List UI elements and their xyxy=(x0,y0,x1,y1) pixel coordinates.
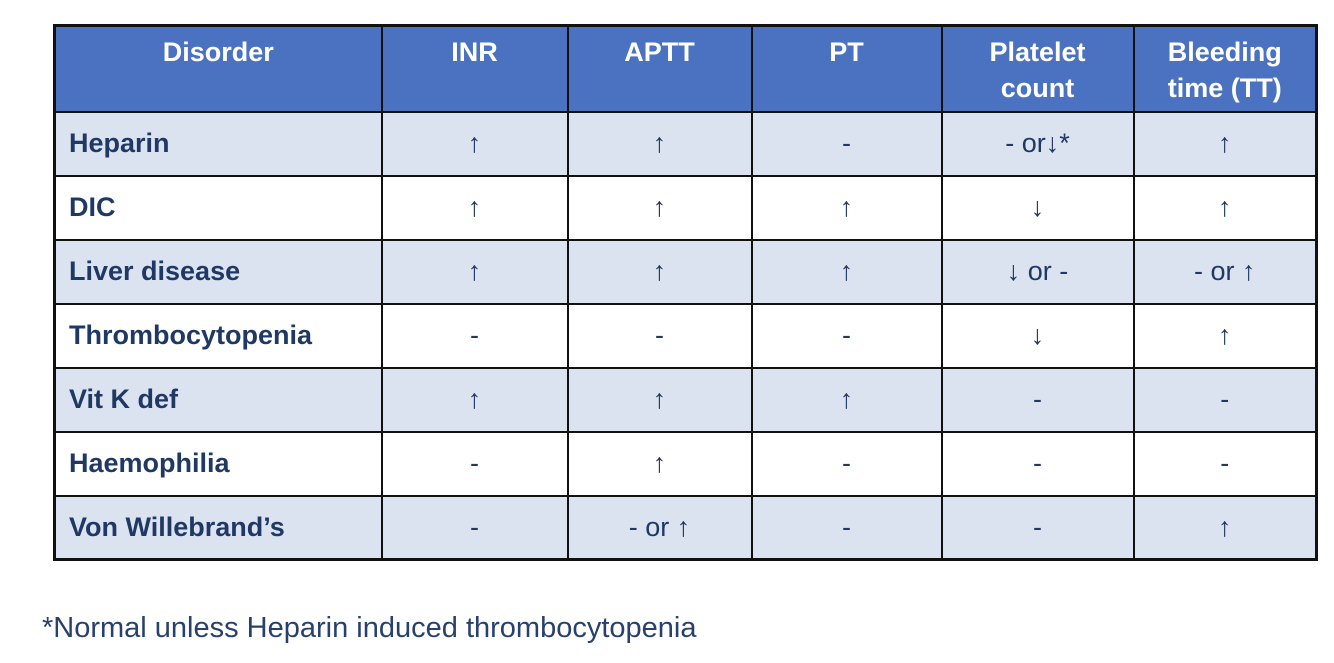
value-cell-aptt: ↑ xyxy=(566,110,753,177)
table-row-dic: DIC ↑ ↑ ↑ ↓ ↑ xyxy=(53,174,1318,241)
value-cell-aptt: ↑ xyxy=(566,430,753,497)
value-cell-bleeding-time: - xyxy=(1132,430,1318,497)
value-cell-platelet: - or↓* xyxy=(940,110,1135,177)
table-row-von-willebrands: Von Willebrand’s - - or ↑ - - ↑ xyxy=(53,494,1318,561)
value-cell-platelet: - xyxy=(940,366,1135,433)
header-row: Disorder INR APTT PT Platelet count Blee… xyxy=(53,24,1318,113)
footnote-text: *Normal unless Heparin induced thrombocy… xyxy=(42,612,697,644)
table-row-haemophilia: Haemophilia - ↑ - - - xyxy=(53,430,1318,497)
value-cell-pt: ↑ xyxy=(750,238,943,305)
value-cell-bleeding-time: ↑ xyxy=(1132,174,1318,241)
table-row-heparin: Heparin ↑ ↑ - - or↓* ↑ xyxy=(53,110,1318,177)
value-cell-inr: - xyxy=(380,302,569,369)
coagulation-disorders-table: Disorder INR APTT PT Platelet count Blee… xyxy=(53,24,1318,561)
value-cell-platelet: ↓ xyxy=(940,302,1135,369)
value-cell-inr: ↑ xyxy=(380,110,569,177)
disorder-cell: DIC xyxy=(53,174,383,241)
column-header-aptt: APTT xyxy=(566,24,753,113)
disorder-cell: Heparin xyxy=(53,110,383,177)
value-cell-aptt: - or ↑ xyxy=(566,494,753,561)
value-cell-pt: - xyxy=(750,110,943,177)
coagulation-table-container: Disorder INR APTT PT Platelet count Blee… xyxy=(53,24,1318,561)
disorder-cell: Liver disease xyxy=(53,238,383,305)
value-cell-aptt: - xyxy=(566,302,753,369)
value-cell-bleeding-time: ↑ xyxy=(1132,494,1318,561)
value-cell-aptt: ↑ xyxy=(566,366,753,433)
value-cell-inr: - xyxy=(380,494,569,561)
value-cell-platelet: ↓ xyxy=(940,174,1135,241)
column-header-inr: INR xyxy=(380,24,569,113)
value-cell-inr: ↑ xyxy=(380,366,569,433)
value-cell-pt: - xyxy=(750,430,943,497)
table-row-liver-disease: Liver disease ↑ ↑ ↑ ↓ or - - or ↑ xyxy=(53,238,1318,305)
disorder-cell: Von Willebrand’s xyxy=(53,494,383,561)
column-header-disorder: Disorder xyxy=(53,24,383,113)
value-cell-pt: - xyxy=(750,494,943,561)
table-row-vit-k-def: Vit K def ↑ ↑ ↑ - - xyxy=(53,366,1318,433)
value-cell-bleeding-time: - or ↑ xyxy=(1132,238,1318,305)
column-header-bleeding-time: Bleeding time (TT) xyxy=(1132,24,1318,113)
column-header-platelet-count: Platelet count xyxy=(940,24,1135,113)
value-cell-bleeding-time: - xyxy=(1132,366,1318,433)
column-header-pt: PT xyxy=(750,24,943,113)
value-cell-pt: ↑ xyxy=(750,366,943,433)
value-cell-aptt: ↑ xyxy=(566,238,753,305)
value-cell-inr: - xyxy=(380,430,569,497)
value-cell-bleeding-time: ↑ xyxy=(1132,302,1318,369)
value-cell-pt: ↑ xyxy=(750,174,943,241)
value-cell-inr: ↑ xyxy=(380,238,569,305)
disorder-cell: Haemophilia xyxy=(53,430,383,497)
value-cell-platelet: - xyxy=(940,430,1135,497)
value-cell-aptt: ↑ xyxy=(566,174,753,241)
value-cell-inr: ↑ xyxy=(380,174,569,241)
disorder-cell: Vit K def xyxy=(53,366,383,433)
disorder-cell: Thrombocytopenia xyxy=(53,302,383,369)
value-cell-platelet: - xyxy=(940,494,1135,561)
table-row-thrombocytopenia: Thrombocytopenia - - - ↓ ↑ xyxy=(53,302,1318,369)
value-cell-bleeding-time: ↑ xyxy=(1132,110,1318,177)
value-cell-pt: - xyxy=(750,302,943,369)
value-cell-platelet: ↓ or - xyxy=(940,238,1135,305)
